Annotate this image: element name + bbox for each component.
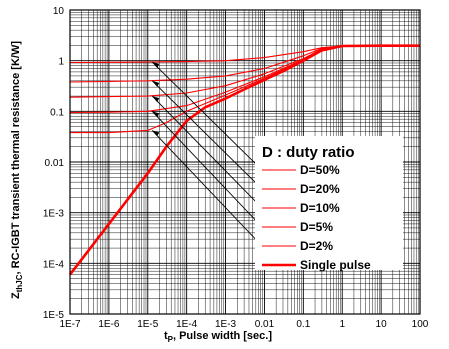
legend-leader-lines: [151, 61, 263, 247]
legend-entry: D=10%: [300, 201, 340, 215]
y-tick-label: 0.1: [50, 107, 64, 118]
leader-line: [151, 130, 263, 247]
legend-entry: D=50%: [300, 163, 340, 177]
x-tick-label: 1E-5: [137, 319, 159, 330]
y-axis-label-main: Z: [10, 292, 22, 299]
legend-title: D : duty ratio: [262, 144, 355, 161]
x-tick-label: 0.1: [296, 319, 310, 330]
y-tick-labels: 1E-5 1E-4 1E-3 0.01 0.1 1 10: [43, 6, 65, 321]
y-tick-label: 1: [58, 57, 64, 68]
x-tick-labels: 1E-7 1E-6 1E-5 1E-4 1E-3 0.01 0.1 1 10 100: [59, 319, 428, 330]
y-tick-label: 0.01: [45, 158, 65, 169]
x-axis-label-main: t: [164, 330, 168, 342]
x-tick-label: 1E-3: [215, 319, 237, 330]
leader-line: [151, 61, 263, 171]
x-tick-label: 1: [339, 319, 345, 330]
y-axis-label-rest: , RC-IGBT transient thermal resistance […: [10, 41, 22, 275]
x-tick-label: 1E-4: [176, 319, 198, 330]
x-axis-label: tP, Pulse width [sec.]: [164, 330, 272, 344]
plot-frame: [69, 9, 421, 315]
x-tick-label: 0.01: [255, 319, 275, 330]
legend-items: D=50% D=20% D=10% D=5% D=2% Single pulse: [262, 163, 371, 272]
leader-arrowhead: [152, 62, 160, 69]
y-tick-label: 10: [53, 6, 65, 17]
x-tick-label: 10: [376, 319, 388, 330]
series-curves: [68, 44, 420, 276]
x-axis-label-rest: , Pulse width [sec.]: [173, 330, 272, 342]
legend-box: [255, 136, 403, 270]
x-tick-label: 1E-6: [98, 319, 120, 330]
legend-entry: Single pulse: [300, 258, 371, 272]
leader-arrowhead: [152, 111, 160, 118]
x-axis-label-sub: P: [168, 335, 174, 344]
leader-line: [151, 111, 263, 228]
y-axis-label-sub: thJC: [15, 274, 24, 292]
y-tick-label: 1E-4: [43, 259, 65, 270]
leader-line: [151, 80, 263, 190]
legend: D : duty ratio D=50% D=20% D=10% D=5% D=2% Si…: [255, 136, 403, 272]
y-axis-label: ZthJC, RC-IGBT transient thermal resista…: [10, 41, 24, 299]
leader-arrowhead: [152, 96, 160, 103]
x-tick-label: 100: [412, 319, 429, 330]
legend-entry: D=2%: [300, 239, 333, 253]
leader-arrowhead: [152, 80, 160, 87]
y-tick-label: 1E-5: [43, 310, 65, 321]
y-tick-label: 1E-3: [43, 209, 65, 220]
leader-line: [151, 95, 263, 209]
series-line-single-pulse: [68, 44, 420, 276]
leader-arrowhead: [152, 130, 160, 137]
legend-entry: D=20%: [300, 182, 340, 196]
x-tick-label: 1E-7: [59, 319, 81, 330]
legend-entry: D=5%: [300, 220, 333, 234]
